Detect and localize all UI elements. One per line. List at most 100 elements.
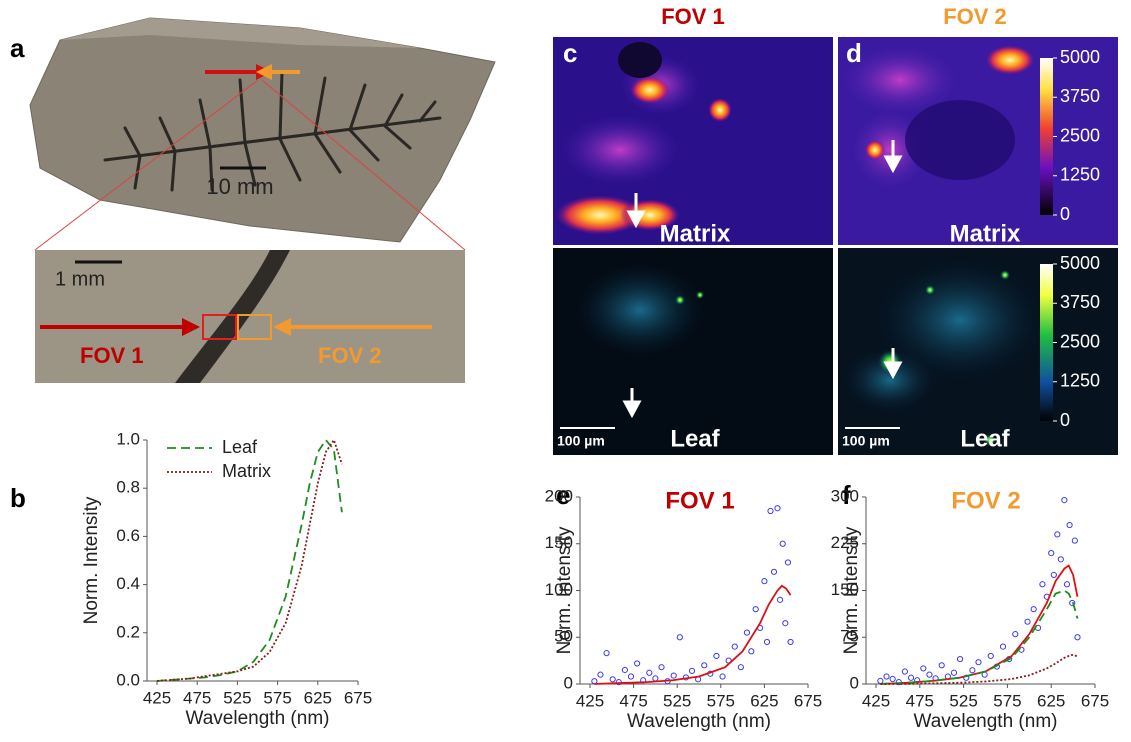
y-tick-label: 0.2: [116, 622, 140, 641]
fov-label: FOV 1: [80, 343, 144, 368]
colorbar-tick-label: 5000: [1060, 47, 1100, 67]
point: [988, 653, 993, 658]
point: [878, 678, 883, 683]
point: [671, 673, 676, 678]
point: [1055, 532, 1060, 537]
point: [628, 674, 633, 679]
point: [908, 675, 913, 680]
point: [1025, 619, 1030, 624]
y-tick-label: 0: [850, 673, 859, 692]
x-tick-label: 575: [707, 691, 735, 710]
y-tick-label: 0.4: [116, 574, 140, 593]
map-title: FOV 1: [661, 4, 725, 29]
y-axis-label: Norm. Intensity: [81, 496, 102, 624]
point: [749, 649, 754, 654]
figure: a b e f 10 mm 1 mm FOV 1 FOV 2 FOV 1 FOV…: [0, 0, 1131, 737]
point: [677, 635, 682, 640]
point: [1013, 632, 1018, 637]
point: [957, 656, 962, 661]
point: [732, 644, 737, 649]
chart-title: FOV 1: [665, 487, 734, 514]
point: [1049, 551, 1054, 556]
point: [738, 665, 743, 670]
point: [653, 676, 658, 681]
point: [939, 663, 944, 668]
x-tick-label: 425: [576, 691, 604, 710]
x-tick-label: 625: [304, 688, 332, 707]
x-tick-label: 475: [619, 691, 647, 710]
point: [785, 560, 790, 565]
x-tick-label: 525: [949, 691, 977, 710]
scale-label: 10 mm: [206, 174, 273, 199]
line: [594, 586, 790, 684]
colorbar-tick-label: 1250: [1060, 165, 1100, 185]
point: [902, 669, 907, 674]
panel-label: c: [563, 38, 577, 68]
chart-title: FOV 2: [951, 487, 1020, 514]
point: [598, 672, 603, 677]
point: [1000, 644, 1005, 649]
y-tick-label: 0.0: [116, 670, 140, 689]
x-axis-label: Wavelength (nm): [914, 711, 1058, 732]
point: [647, 670, 652, 675]
maps: FOV 1 FOV 2 c d Matrix Matrix Leaf Leaf …: [553, 4, 1118, 455]
point: [1040, 582, 1045, 587]
map-title: FOV 2: [943, 4, 1007, 29]
point: [762, 579, 767, 584]
rock: [30, 18, 495, 242]
point: [702, 663, 707, 668]
x-tick-label: 575: [263, 688, 291, 707]
colorbar: [1040, 58, 1053, 215]
legend-label: Leaf: [222, 437, 258, 457]
colorbar-tick-label: 0: [1060, 410, 1070, 430]
y-tick-label: 300: [831, 486, 859, 505]
point: [783, 621, 788, 626]
map-row-label: Matrix: [950, 220, 1021, 247]
fov-label: FOV 2: [318, 343, 382, 368]
colorbar-tick-label: 2500: [1060, 331, 1100, 351]
point: [771, 569, 776, 574]
point: [1031, 607, 1036, 612]
scale-label: 100 µm: [557, 433, 605, 449]
y-tick-label: 200: [545, 486, 573, 505]
colorbar: [1040, 264, 1053, 421]
point: [659, 665, 664, 670]
point: [927, 672, 932, 677]
point: [744, 630, 749, 635]
point: [689, 668, 694, 673]
x-tick-label: 575: [993, 691, 1021, 710]
y-axis-label: Norm. Intensity: [841, 526, 862, 654]
point: [714, 653, 719, 658]
colorbar-tick-label: 2500: [1060, 125, 1100, 145]
colorbar-tick-label: 3750: [1060, 86, 1100, 106]
y-axis-label: Norm. Intensity: [554, 526, 575, 654]
point: [1075, 635, 1080, 640]
y-tick-label: 0: [564, 673, 573, 692]
colorbar-tick-label: 0: [1060, 204, 1070, 224]
line: [880, 591, 1077, 685]
point: [720, 674, 725, 679]
map-row-label: Leaf: [670, 425, 720, 452]
point: [1064, 582, 1069, 587]
scale-label: 1 mm: [55, 268, 105, 290]
x-tick-label: 675: [344, 688, 372, 707]
y-tick-label: 1.0: [116, 429, 140, 448]
x-axis-label: Wavelength (nm): [186, 708, 330, 729]
panel-label: d: [846, 38, 862, 68]
line: [880, 566, 1077, 684]
point: [951, 670, 956, 675]
x-tick-label: 525: [663, 691, 691, 710]
y-tick-label: 0.6: [116, 526, 140, 545]
point: [1051, 572, 1056, 577]
point: [775, 506, 780, 511]
x-tick-label: 475: [906, 691, 934, 710]
x-tick-label: 675: [1081, 691, 1109, 710]
point: [1058, 557, 1063, 562]
point: [1067, 522, 1072, 527]
point: [592, 679, 597, 684]
point: [1062, 498, 1067, 503]
x-tick-label: 425: [143, 688, 171, 707]
x-axis-label: Wavelength (nm): [627, 711, 771, 732]
point: [604, 651, 609, 656]
x-tick-label: 675: [794, 691, 822, 710]
